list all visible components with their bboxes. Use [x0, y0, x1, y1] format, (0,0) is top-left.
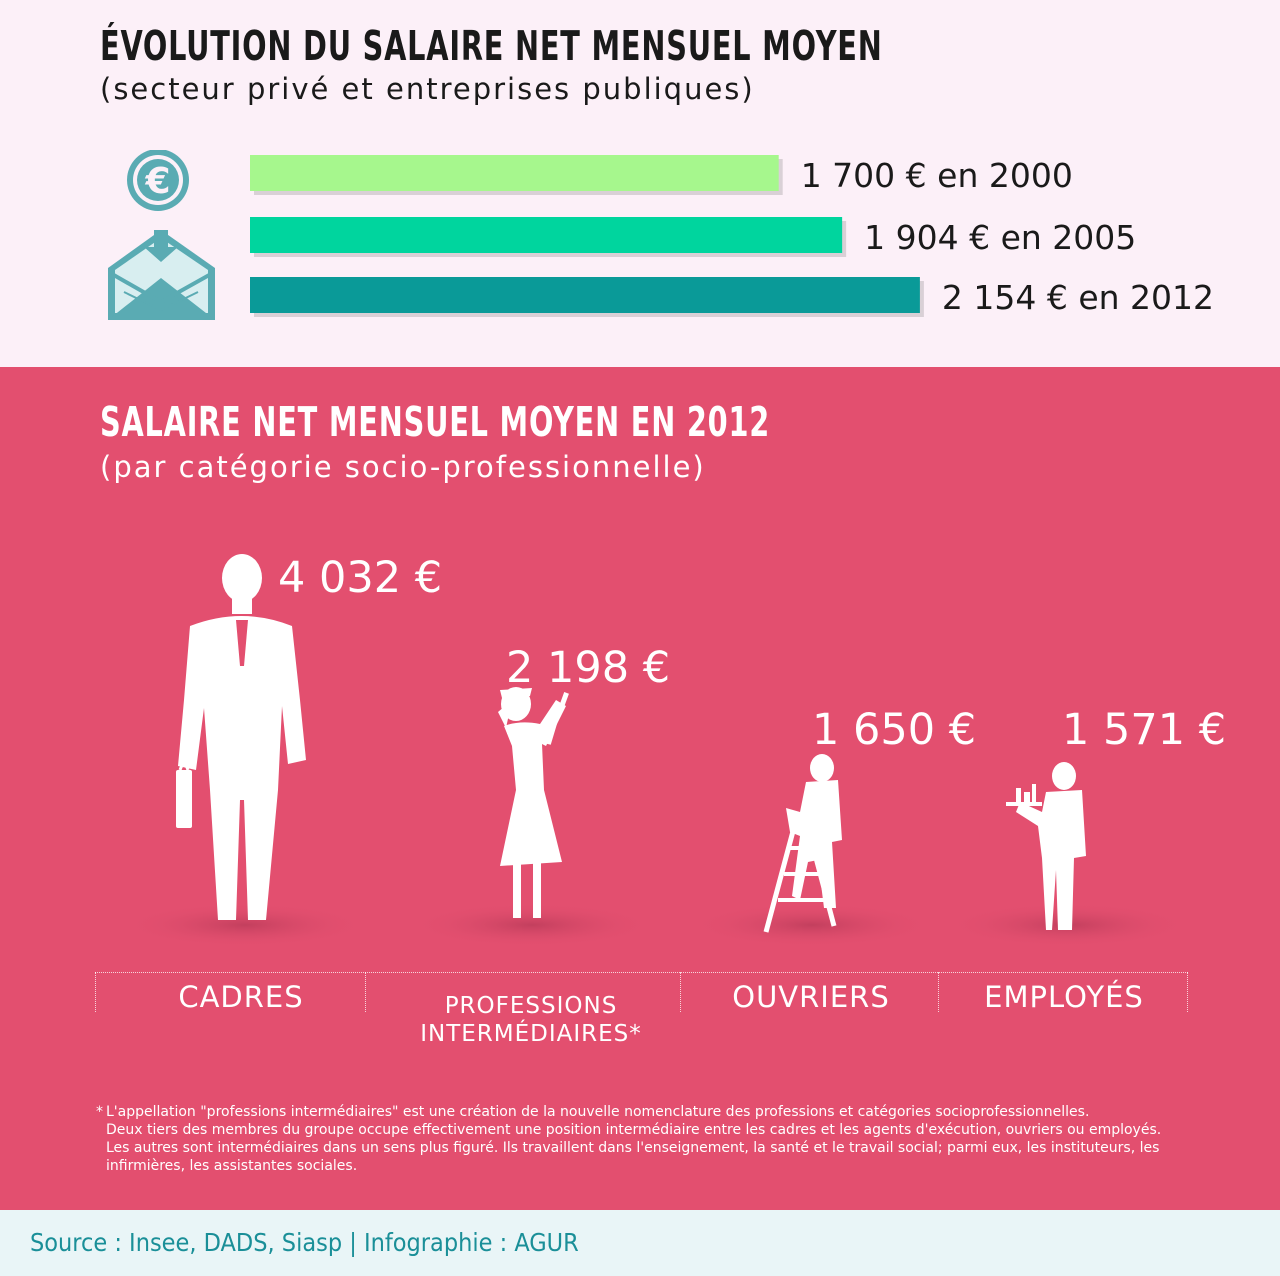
euro-coin-icon: € — [127, 150, 189, 211]
chart-title: ÉVOLUTION DU SALAIRE NET MENSUEL MOYEN — [100, 22, 883, 70]
section-subtitle: (par catégorie socio-professionnelle) — [100, 450, 706, 484]
bar-value-label: 1 904 € en 2005 — [864, 218, 1136, 257]
footnote: * L'appellation "professions intermédiai… — [96, 1103, 1236, 1175]
cadre-tie-icon — [236, 620, 248, 666]
category-label-line: PROFESSIONS — [444, 993, 618, 1019]
waiter-figure-icon — [1006, 762, 1086, 930]
floor-shadows — [125, 903, 1188, 947]
category-divider — [938, 972, 939, 1012]
category-divider — [1187, 972, 1188, 1012]
category-value-label: 2 198 € — [506, 643, 670, 693]
envelope-icon — [108, 230, 215, 320]
category-label-ouvriers: OUVRIERS — [732, 980, 890, 1014]
floor-shadow — [692, 903, 932, 947]
floor-shadow — [125, 903, 365, 947]
category-divider — [95, 972, 96, 1012]
category-label-cadres: CADRES — [178, 980, 304, 1014]
footnote-marker: * — [96, 1104, 103, 1120]
bar-value-label: 1 700 € en 2000 — [801, 156, 1073, 195]
category-label-line: INTERMÉDIAIRES* — [420, 1021, 642, 1047]
bar-2005 — [250, 217, 843, 253]
bar-2012 — [250, 277, 920, 313]
category-figure-chart: 4 032 € 2 198 € 1 650 € 1 571 € — [125, 553, 1226, 947]
category-value-label: 4 032 € — [278, 553, 442, 603]
footnote-line: Deux tiers des membres du groupe occupe … — [106, 1122, 1162, 1138]
category-divider — [365, 972, 366, 1012]
category-divider-line — [95, 972, 1188, 973]
chart-subtitle: (secteur privé et entreprises publiques) — [100, 72, 755, 106]
category-label-professions-intermediaires: PROFESSIONS INTERMÉDIAIRES* — [380, 992, 682, 1048]
evolution-bar-chart: 1 700 € en 2000 1 904 € en 2005 2 154 € en… — [250, 155, 1214, 317]
icons-group: € — [108, 150, 215, 320]
cadre-figure-icon — [176, 554, 306, 920]
category-value-label: 1 650 € — [812, 705, 976, 755]
worker-figure-icon — [763, 754, 842, 933]
svg-text:€: € — [144, 161, 170, 202]
bar-2000 — [250, 155, 779, 191]
footnote-line: Les autres sont intermédiaires dans un s… — [106, 1140, 1160, 1156]
source-footer — [0, 1210, 1280, 1276]
source-credit: Source : Insee, DADS, Siasp | Infographi… — [30, 1228, 579, 1257]
bar-value-label: 2 154 € en 2012 — [942, 278, 1214, 317]
floor-shadow — [412, 903, 652, 947]
section-title: SALAIRE NET MENSUEL MOYEN EN 2012 — [100, 398, 771, 446]
value-labels: 4 032 € 2 198 € 1 650 € 1 571 € — [278, 553, 1226, 755]
footnote-line: infirmières, les assistantes sociales. — [106, 1158, 358, 1174]
category-label-employes: EMPLOYÉS — [984, 980, 1144, 1014]
category-value-label: 1 571 € — [1062, 705, 1226, 755]
footnote-line: L'appellation "professions intermédiaire… — [106, 1104, 1090, 1120]
nurse-figure-icon — [498, 687, 569, 918]
category-divider — [680, 972, 681, 1012]
